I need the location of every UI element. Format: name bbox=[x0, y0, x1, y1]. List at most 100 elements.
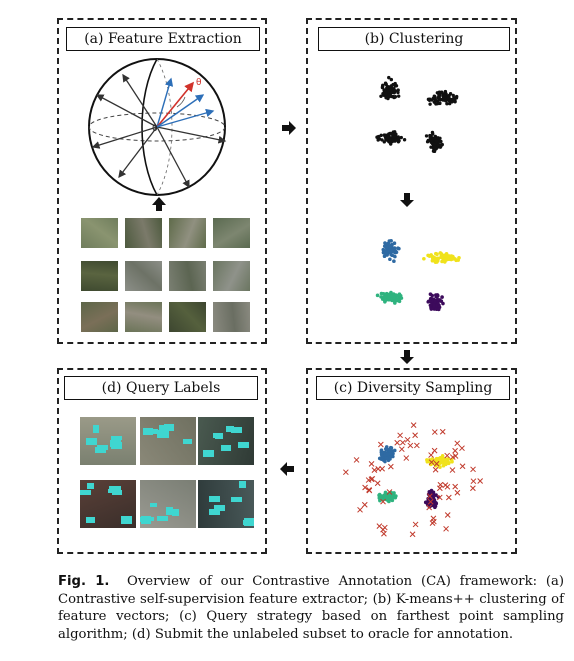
scatter-point bbox=[392, 299, 396, 303]
scatter-point bbox=[387, 75, 391, 80]
panel-clustering bbox=[306, 18, 517, 344]
sampled-point-marker bbox=[375, 465, 382, 472]
building-label-mark bbox=[157, 515, 169, 521]
labeled-image-tile bbox=[198, 480, 254, 528]
sampled-point-marker bbox=[369, 475, 376, 482]
scatter-point bbox=[434, 146, 438, 151]
arrow-down-icon bbox=[400, 193, 414, 207]
sampled-point-marker bbox=[445, 494, 452, 501]
scatter-point bbox=[441, 463, 446, 468]
sampled-point-marker bbox=[403, 455, 410, 461]
scatter-point bbox=[381, 247, 386, 252]
scatter-point bbox=[389, 297, 393, 302]
building-label-mark bbox=[87, 483, 94, 489]
panel-feature-extraction bbox=[57, 18, 267, 344]
scatter-point bbox=[439, 255, 443, 259]
scatter-point bbox=[440, 90, 444, 94]
sphere-vector-label: θ bbox=[196, 78, 202, 88]
arrow-up-icon bbox=[152, 197, 166, 211]
building-label-mark bbox=[111, 489, 123, 496]
sampled-point-marker bbox=[452, 447, 458, 454]
scatter-point bbox=[441, 301, 445, 306]
building-label-mark bbox=[109, 440, 122, 447]
sampled-point-marker bbox=[371, 467, 378, 473]
sampled-point-marker bbox=[459, 445, 465, 452]
clustered-feature-scatter bbox=[375, 239, 461, 312]
sampled-point-marker bbox=[376, 523, 383, 530]
scatter-point bbox=[388, 138, 392, 142]
satellite-image-tile bbox=[81, 218, 118, 248]
scatter-point bbox=[392, 491, 396, 495]
scatter-point bbox=[434, 251, 438, 256]
scatter-point bbox=[425, 459, 430, 464]
scatter-point bbox=[383, 91, 388, 96]
scatter-point bbox=[389, 90, 394, 95]
sampled-point-marker bbox=[439, 428, 446, 435]
scatter-point bbox=[439, 460, 443, 465]
scatter-point bbox=[433, 98, 438, 103]
scatter-point bbox=[424, 500, 429, 504]
scatter-point bbox=[435, 256, 440, 261]
scatter-point bbox=[428, 102, 432, 106]
scatter-point bbox=[385, 249, 390, 253]
scatter-point bbox=[451, 93, 455, 98]
scatter-point bbox=[446, 257, 450, 261]
labeled-image-tile bbox=[140, 480, 196, 528]
scatter-point bbox=[434, 139, 439, 144]
scatter-point bbox=[432, 149, 437, 154]
sampled-point-marker bbox=[404, 436, 411, 443]
panel-title-clustering: (b) Clustering bbox=[318, 27, 510, 51]
scatter-point bbox=[450, 459, 454, 464]
sampled-point-marker bbox=[429, 520, 436, 526]
sampled-point-marker bbox=[426, 493, 433, 499]
building-label-mark bbox=[109, 485, 122, 491]
sampled-point-marker bbox=[409, 531, 416, 538]
satellite-image-tile bbox=[213, 302, 250, 332]
scatter-point bbox=[402, 138, 407, 142]
building-label-mark bbox=[214, 504, 226, 512]
sampled-point-marker bbox=[427, 498, 434, 505]
scatter-point bbox=[377, 492, 382, 497]
sampled-point-marker bbox=[454, 440, 461, 447]
satellite-image-tile bbox=[125, 302, 162, 332]
scatter-point bbox=[439, 144, 443, 148]
arrow-left-icon bbox=[280, 462, 294, 476]
scatter-point bbox=[445, 254, 449, 258]
scatter-point bbox=[385, 136, 389, 141]
scatter-point bbox=[438, 136, 442, 140]
satellite-image-tile bbox=[213, 261, 250, 291]
sampled-point-marker bbox=[428, 452, 434, 458]
scatter-point bbox=[436, 307, 441, 312]
satellite-image-tile bbox=[169, 302, 206, 332]
building-label-mark bbox=[230, 427, 243, 433]
scatter-point bbox=[384, 82, 388, 87]
sampled-point-marker bbox=[412, 432, 418, 439]
caption-text: Overview of our Contrastive Annotation (… bbox=[58, 574, 564, 642]
scatter-point bbox=[432, 142, 437, 146]
scatter-point bbox=[440, 259, 444, 264]
scatter-point bbox=[385, 495, 389, 500]
scatter-point bbox=[443, 93, 447, 98]
building-label-mark bbox=[226, 426, 235, 433]
sampled-point-marker bbox=[459, 463, 466, 470]
scatter-point bbox=[424, 134, 429, 138]
scatter-point bbox=[436, 301, 440, 306]
sampled-point-marker bbox=[394, 439, 401, 446]
scatter-point bbox=[425, 140, 430, 144]
sampled-point-marker bbox=[366, 487, 373, 494]
scatter-point bbox=[443, 96, 447, 100]
scatter-point bbox=[440, 295, 444, 299]
sampled-point-marker bbox=[374, 480, 381, 487]
scatter-point bbox=[388, 257, 392, 262]
sampled-point-marker bbox=[365, 477, 372, 483]
scatter-point bbox=[375, 293, 380, 298]
panel-query-labels bbox=[57, 368, 267, 554]
scatter-point bbox=[389, 239, 393, 243]
sampled-point-marker bbox=[398, 446, 405, 453]
scatter-point bbox=[454, 258, 458, 263]
sampled-point-marker bbox=[412, 521, 419, 528]
labeled-image-tile bbox=[80, 480, 136, 528]
scatter-point bbox=[385, 452, 390, 456]
scatter-point bbox=[394, 132, 398, 136]
sampled-point-marker bbox=[454, 489, 461, 496]
